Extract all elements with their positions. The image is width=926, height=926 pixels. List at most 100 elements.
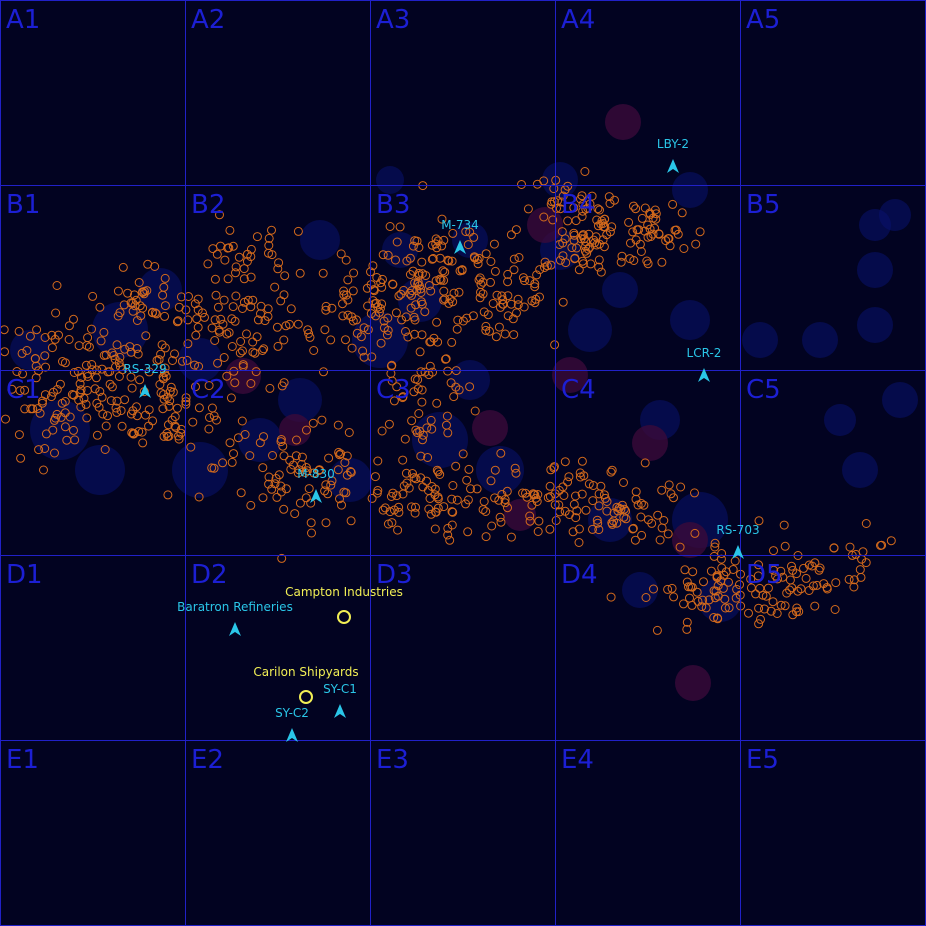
asteroid <box>341 335 350 345</box>
asteroid <box>605 227 615 237</box>
jump-gate-icon[interactable] <box>286 728 298 742</box>
jump-gate-icon[interactable] <box>310 489 322 503</box>
asteroid <box>717 549 727 558</box>
jump-gate-icon[interactable] <box>698 368 710 382</box>
asteroid <box>435 470 445 479</box>
asteroid <box>594 262 604 272</box>
nebula-cloud-red <box>279 414 311 446</box>
asteroid <box>472 484 482 494</box>
asteroid <box>376 338 386 348</box>
asteroid <box>242 329 251 339</box>
station-ring-icon[interactable] <box>299 690 313 704</box>
asteroid <box>277 553 287 563</box>
asteroid <box>231 268 240 278</box>
asteroid <box>246 379 256 388</box>
asteroid <box>348 316 358 326</box>
asteroid <box>35 408 45 418</box>
asteroid <box>210 274 220 284</box>
asteroid <box>171 423 181 432</box>
asteroid <box>432 465 442 475</box>
asteroid <box>578 199 588 209</box>
asteroid <box>530 282 540 292</box>
asteroid <box>435 253 445 263</box>
asteroid <box>650 205 660 215</box>
asteroid <box>663 584 673 594</box>
asteroid <box>596 267 606 277</box>
asteroid <box>771 571 781 581</box>
asteroid <box>686 582 696 592</box>
asteroid <box>401 468 411 478</box>
asteroid <box>481 249 491 259</box>
asteroid <box>487 521 497 531</box>
asteroid <box>363 325 373 335</box>
asteroid <box>82 369 92 379</box>
asteroid <box>40 351 50 361</box>
asteroid <box>116 406 126 416</box>
asteroid <box>772 609 782 618</box>
asteroid <box>184 292 193 301</box>
asteroid <box>268 451 277 460</box>
nebula-cloud <box>376 166 404 194</box>
asteroid <box>503 277 513 287</box>
asteroid <box>511 468 521 478</box>
asteroid <box>500 495 510 504</box>
asteroid <box>60 358 70 368</box>
asteroid <box>423 453 433 462</box>
asteroid <box>428 254 438 263</box>
asteroid <box>506 532 516 542</box>
asteroid <box>578 206 588 216</box>
asteroid <box>414 409 424 418</box>
asteroid <box>81 399 91 409</box>
asteroid <box>123 288 133 298</box>
asteroid <box>436 275 446 285</box>
asteroid <box>279 451 289 461</box>
nebula-cloud <box>476 446 524 494</box>
asteroid <box>438 266 448 276</box>
asteroid <box>346 516 356 526</box>
asteroid <box>650 223 659 233</box>
asteroid <box>617 251 627 261</box>
asteroid <box>417 385 427 395</box>
asteroid <box>229 366 239 376</box>
asteroid <box>629 201 638 211</box>
asteroid <box>264 479 274 489</box>
asteroid <box>188 417 198 427</box>
asteroid <box>375 304 385 313</box>
asteroid <box>230 378 240 388</box>
asteroid <box>640 458 650 468</box>
jump-gate-icon[interactable] <box>454 240 466 254</box>
asteroid <box>239 264 249 274</box>
asteroid <box>447 520 457 530</box>
jump-gate-icon[interactable] <box>732 545 744 559</box>
jump-gate-icon[interactable] <box>667 159 679 173</box>
asteroid <box>219 353 229 362</box>
asteroid <box>461 499 471 509</box>
asteroid <box>191 330 201 340</box>
asteroid <box>457 265 467 275</box>
asteroid <box>335 494 344 504</box>
asteroid <box>466 484 475 494</box>
station-ring-icon[interactable] <box>337 610 351 624</box>
asteroid <box>210 336 220 345</box>
jump-gate-icon[interactable] <box>334 704 346 718</box>
asteroid <box>563 181 573 191</box>
asteroid <box>810 601 820 611</box>
asteroid <box>768 597 778 607</box>
asteroid <box>754 603 764 613</box>
asteroid <box>451 382 461 392</box>
jump-gate-label: M-830 <box>297 467 335 481</box>
jump-gate-icon[interactable] <box>229 622 241 636</box>
asteroid <box>411 425 421 435</box>
asteroid <box>87 324 96 334</box>
asteroid <box>30 354 40 364</box>
asteroid <box>264 472 274 482</box>
asteroid <box>746 583 756 593</box>
asteroid <box>212 249 222 259</box>
asteroid <box>207 463 217 473</box>
nebula-cloud <box>742 322 778 358</box>
asteroid <box>137 427 147 437</box>
asteroid <box>158 290 168 300</box>
jump-gate-icon[interactable] <box>139 384 151 398</box>
asteroid <box>527 296 537 306</box>
